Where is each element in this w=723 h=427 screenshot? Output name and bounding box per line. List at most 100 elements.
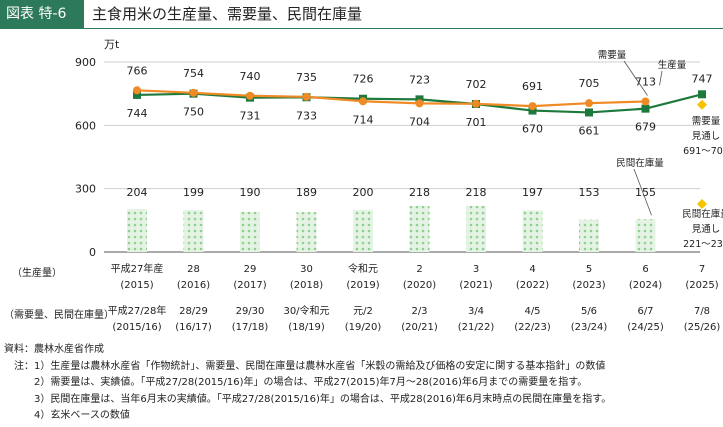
x-tick-label-demand: (24/25) xyxy=(627,322,664,333)
stock-data-label: 153 xyxy=(579,186,600,199)
y-tick-label: 300 xyxy=(75,183,96,196)
x-tick-label: 30 xyxy=(300,264,313,275)
stock-bar xyxy=(296,212,317,252)
production-data-label: 747 xyxy=(692,72,713,85)
production-data-label: 750 xyxy=(183,106,204,119)
demand-data-label: 705 xyxy=(579,77,600,90)
demand-data-label: 766 xyxy=(127,64,148,77)
note-1: 注：1）生産量は農林水産省「作物統計」、需要量、民間在庫量は農林水産省「米穀の需… xyxy=(4,360,606,372)
x-tick-label: (2022) xyxy=(516,280,549,291)
stock-bar xyxy=(127,208,147,252)
x-tick-label: 5 xyxy=(586,264,592,275)
production-point xyxy=(585,108,593,117)
x-tick-label-demand: (22/23) xyxy=(514,322,551,333)
note-2: 2）需要量は、実績値。「平成27/28(2015/16)年」の場合は、平成27(… xyxy=(4,377,588,388)
stock-data-label: 204 xyxy=(127,186,148,199)
demand-forecast-label: 需要量 xyxy=(692,116,721,127)
production-callout-leader xyxy=(659,70,663,86)
production-callout: 生産量 xyxy=(658,59,687,71)
x-tick-label: (2016) xyxy=(177,280,210,291)
production-data-label: 723 xyxy=(409,73,430,86)
demand-point xyxy=(302,92,311,101)
y-tick-label: 0 xyxy=(89,246,96,259)
demand-data-label: 704 xyxy=(409,115,430,128)
demand-forecast-label: 691～704 xyxy=(683,146,723,157)
demand-point xyxy=(585,99,593,108)
production-data-label: 679 xyxy=(635,121,656,134)
production-data-label: 731 xyxy=(240,110,261,123)
x-tick-label: 6 xyxy=(642,264,648,275)
x-tick-label: 7 xyxy=(699,264,705,275)
x-tick-label-demand: 29/30 xyxy=(236,306,265,317)
production-row-label: （生産量） xyxy=(12,266,62,279)
demand-forecast-label: 見通し xyxy=(692,131,721,142)
production-point xyxy=(698,90,706,99)
x-tick-label-demand: (19/20) xyxy=(345,322,382,333)
notes-block: 資料：農林水産省作成 注：1）生産量は農林水産省「作物統計」、需要量、民間在庫量… xyxy=(4,342,611,425)
x-tick-label-demand: 平成27/28年 xyxy=(108,304,167,317)
x-tick-label: 平成27年産 xyxy=(111,262,164,275)
x-tick-label: (2021) xyxy=(459,280,492,291)
production-data-label: 670 xyxy=(522,123,543,136)
x-tick-label-demand: 6/7 xyxy=(637,306,653,317)
demand-data-label: 714 xyxy=(353,113,374,126)
x-tick-label-demand: 7/8 xyxy=(694,306,710,317)
header-rule xyxy=(0,28,723,29)
stock-bar xyxy=(466,205,486,252)
x-tick-label-demand: 2/3 xyxy=(411,306,427,317)
demand-data-label: 735 xyxy=(296,71,317,84)
y-tick-label: 600 xyxy=(75,119,96,132)
x-tick-label-demand: (17/18) xyxy=(232,322,269,333)
x-tick-label: 2 xyxy=(416,264,422,275)
x-tick-label: (2024) xyxy=(629,280,662,291)
production-data-label: 733 xyxy=(296,109,317,122)
x-tick-label-demand: 30/令和元 xyxy=(283,304,329,317)
production-point xyxy=(133,90,141,99)
demand-callout: 需要量 xyxy=(598,50,627,61)
demand-point xyxy=(472,99,480,108)
rice-supply-chart: 万t 0 300 600 900 204 199 190 189 200 218 218 197 153 1… xyxy=(4,38,723,333)
stock-bar xyxy=(522,210,543,252)
x-tick-label: (2020) xyxy=(403,280,436,291)
x-tick-label-demand: 3/4 xyxy=(468,306,484,317)
demand-point xyxy=(415,99,424,108)
stock-bar xyxy=(353,209,373,252)
x-tick-label: 3 xyxy=(473,264,479,275)
x-tick-label: 4 xyxy=(529,264,535,275)
x-tick-label-demand: (23/24) xyxy=(571,322,608,333)
demand-point xyxy=(641,97,650,106)
stock-forecast-marker xyxy=(697,198,707,209)
stock-bar xyxy=(240,211,260,252)
production-point xyxy=(641,104,650,113)
demand-row-label: （需要量、民間在庫量） xyxy=(4,308,114,321)
y-unit-label: 万t xyxy=(104,38,120,51)
stock-bar xyxy=(579,219,599,252)
stock-forecast-label: 221～234 xyxy=(683,239,723,250)
stock-data-label: 200 xyxy=(353,186,374,199)
x-tick-label: (2023) xyxy=(572,280,605,291)
x-tick-label-demand: 4/5 xyxy=(524,306,540,317)
x-tick-label: (2025) xyxy=(685,280,718,291)
x-tick-label-demand: (21/22) xyxy=(458,322,495,333)
production-data-label: 744 xyxy=(127,107,148,120)
production-point xyxy=(528,106,537,115)
production-point xyxy=(415,95,424,104)
stock-data-label: 197 xyxy=(522,186,543,199)
y-tick-label: 900 xyxy=(75,56,96,69)
demand-data-label: 702 xyxy=(466,78,487,91)
x-tick-label-demand: (18/19) xyxy=(288,322,325,333)
figure-number: 図表 特-6 xyxy=(0,0,84,28)
stock-data-label: 189 xyxy=(296,186,317,199)
x-tick-label-demand: (25/26) xyxy=(684,322,721,333)
figure-header: 図表 特-6 主食用米の生産量、需要量、民間在庫量 xyxy=(0,0,723,29)
demand-forecast-marker xyxy=(697,99,707,110)
x-tick-label-demand: (20/21) xyxy=(401,322,438,333)
x-tick-label-demand: 元/2 xyxy=(353,306,373,317)
x-tick-label: 28 xyxy=(187,264,200,275)
stock-bar xyxy=(635,219,656,252)
x-tick-label: 29 xyxy=(244,264,257,275)
demand-point xyxy=(133,86,141,95)
x-tick-label: (2018) xyxy=(290,280,323,291)
stock-callout-leader xyxy=(633,168,652,216)
demand-data-label: 691 xyxy=(522,80,543,93)
